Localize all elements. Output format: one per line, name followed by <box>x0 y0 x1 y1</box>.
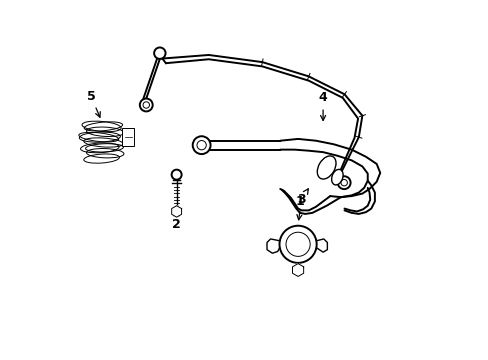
Text: 4: 4 <box>318 91 327 121</box>
Text: 2: 2 <box>172 211 181 231</box>
Ellipse shape <box>331 169 343 185</box>
Polygon shape <box>266 239 279 253</box>
Circle shape <box>154 48 165 59</box>
Circle shape <box>171 170 181 180</box>
Polygon shape <box>292 264 303 276</box>
FancyBboxPatch shape <box>122 128 134 146</box>
Circle shape <box>279 226 316 263</box>
Circle shape <box>337 176 350 189</box>
Text: 3: 3 <box>296 193 305 220</box>
Circle shape <box>192 136 210 154</box>
Ellipse shape <box>317 156 335 179</box>
Circle shape <box>285 232 309 256</box>
Circle shape <box>140 99 152 111</box>
Text: 5: 5 <box>86 90 100 117</box>
Text: 1: 1 <box>295 189 307 208</box>
Polygon shape <box>316 239 326 252</box>
Polygon shape <box>171 206 181 217</box>
